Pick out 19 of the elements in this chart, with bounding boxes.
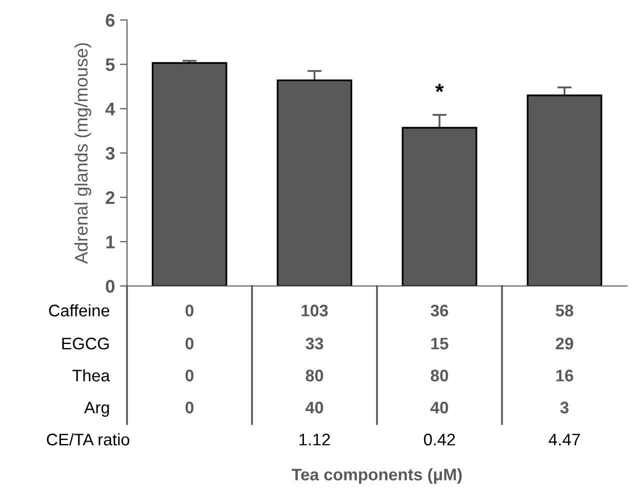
- category-label: 36 15 80 40 0.42: [424, 304, 455, 446]
- y-tick-label: 3: [106, 146, 115, 160]
- y-axis-title: Adrenal glands (mg/mouse): [74, 43, 92, 264]
- y-tick-label: 1: [106, 236, 115, 248]
- y-tick-label: 5: [106, 58, 115, 72]
- y-tick-label: 4: [105, 102, 116, 116]
- annotation: *: [435, 84, 444, 92]
- category-label: 103 33 80 40 1.12: [300, 304, 330, 446]
- category-label: 58 29 16 3 4.47: [548, 304, 580, 446]
- y-tick-label: 6: [106, 14, 115, 27]
- y-tick-label: 2: [106, 191, 114, 204]
- category-label: 0 0 0 0: [186, 304, 194, 414]
- text: Caffeine: [49, 304, 110, 316]
- text: Arg: [84, 402, 109, 417]
- text: EGCG: [62, 338, 109, 350]
- text: Tea components (μM): [292, 468, 462, 484]
- text: Thea: [72, 369, 110, 382]
- text: CE/TA ratio: [46, 433, 130, 446]
- y-tick-label: 0: [106, 280, 114, 293]
